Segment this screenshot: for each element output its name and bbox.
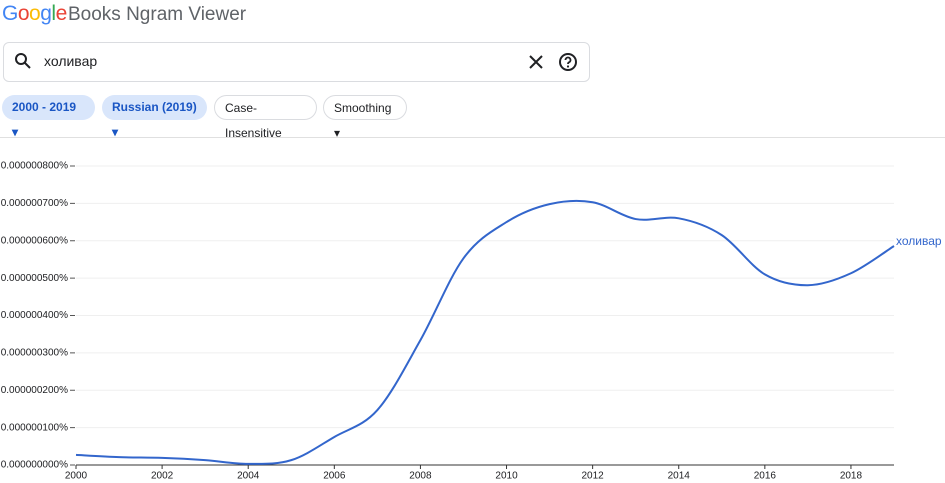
series-label: холивар bbox=[896, 234, 942, 248]
smoothing-chip[interactable]: Smoothing ▾ bbox=[323, 95, 407, 140]
app-title: Books Ngram Viewer bbox=[68, 4, 247, 25]
x-tick-label: 2016 bbox=[754, 471, 777, 482]
chip-label: Case-Insensitive bbox=[225, 101, 282, 140]
y-tick-label: 0.000000200% bbox=[1, 385, 68, 396]
y-tick-label: 0.000000700% bbox=[1, 198, 68, 209]
case-chip[interactable]: Case-Insensitive bbox=[214, 95, 317, 140]
x-tick-label: 2004 bbox=[237, 471, 260, 482]
x-tick-label: 2018 bbox=[840, 471, 863, 482]
search-icon bbox=[15, 53, 31, 69]
clear-button[interactable] bbox=[527, 53, 545, 71]
x-tick-label: 2010 bbox=[495, 471, 518, 482]
y-tick-label: 0.000000300% bbox=[1, 348, 68, 359]
google-logo[interactable]: Google bbox=[2, 2, 67, 25]
x-tick-label: 2008 bbox=[409, 471, 432, 482]
y-tick-label: 0.000000400% bbox=[1, 310, 68, 321]
x-tick-label: 2000 bbox=[65, 471, 88, 482]
y-tick-label: 0.000000800% bbox=[1, 161, 68, 172]
divider bbox=[0, 137, 945, 138]
x-tick-label: 2012 bbox=[582, 471, 605, 482]
y-tick-label: 0.000000100% bbox=[1, 422, 68, 433]
chip-label: Smoothing bbox=[334, 101, 392, 115]
series-line bbox=[75, 199, 895, 465]
corpus-chip[interactable]: Russian (2019) ▾ bbox=[102, 95, 207, 139]
chip-label: 2000 - 2019 bbox=[12, 100, 77, 114]
date-range-chip[interactable]: 2000 - 2019 ▾ bbox=[2, 95, 95, 139]
chip-label: Russian (2019) bbox=[112, 100, 197, 114]
y-tick-label: 0.000000000% bbox=[1, 460, 68, 471]
help-button[interactable] bbox=[558, 52, 578, 72]
search-query[interactable]: холивар bbox=[44, 53, 98, 69]
x-tick-label: 2014 bbox=[668, 471, 691, 482]
x-tick-label: 2002 bbox=[151, 471, 174, 482]
y-tick-label: 0.000000600% bbox=[1, 235, 68, 246]
y-tick-label: 0.000000500% bbox=[1, 273, 68, 284]
x-tick-label: 2006 bbox=[323, 471, 346, 482]
search-box[interactable] bbox=[3, 42, 590, 82]
